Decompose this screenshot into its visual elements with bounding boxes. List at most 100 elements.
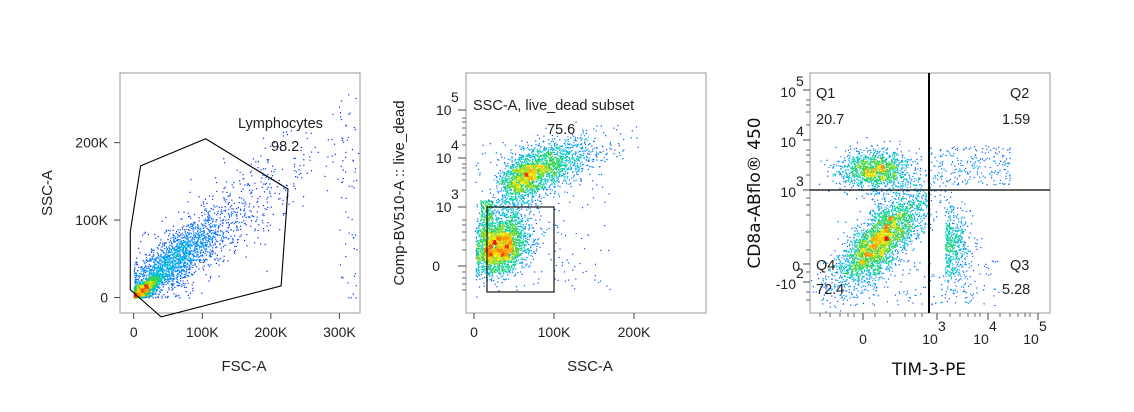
panel-1-point xyxy=(317,151,319,153)
panel-2-point xyxy=(520,219,522,221)
panel-1-point xyxy=(183,251,185,253)
panel-1-point xyxy=(183,276,185,278)
panel-1-point xyxy=(267,186,269,188)
panel-1-point xyxy=(154,278,156,280)
panel-1-point xyxy=(236,169,238,171)
panel-2-point xyxy=(502,205,504,207)
panel-2-point xyxy=(512,235,514,237)
panel-1-point xyxy=(172,273,174,275)
panel-1-point xyxy=(177,285,179,287)
panel-1-point xyxy=(153,272,155,274)
panel-1-point xyxy=(244,212,246,214)
panel-1-point xyxy=(206,220,208,222)
panel-2-point xyxy=(495,268,497,270)
panel-1-point xyxy=(173,293,175,295)
panel-1-point xyxy=(154,233,156,235)
panel-1-point xyxy=(186,242,188,245)
panel-1-point xyxy=(340,165,342,167)
panel-1-point xyxy=(141,280,143,282)
panel-1-point xyxy=(209,256,211,258)
panel-1-point xyxy=(162,261,164,263)
panel-1-point xyxy=(186,266,189,268)
panel-1-point xyxy=(203,220,205,222)
panel-1-point xyxy=(181,257,183,259)
panel-1-point xyxy=(138,290,140,293)
panel-1-point xyxy=(207,215,209,217)
panel-1-point xyxy=(148,270,150,272)
panel-1-point xyxy=(192,228,194,230)
panel-1-point xyxy=(139,283,141,285)
panel-1-point xyxy=(262,228,265,230)
panel-1-point xyxy=(140,292,142,294)
panel-1-point xyxy=(249,210,251,212)
panel-1-point xyxy=(178,284,181,286)
panel-1-point xyxy=(173,248,176,250)
panel-2-point xyxy=(499,254,501,256)
panel-2-point xyxy=(496,259,498,261)
panel-1-point xyxy=(158,276,160,278)
panel-1-point xyxy=(171,269,173,271)
panel-1-point xyxy=(162,286,164,288)
panel-1-point xyxy=(165,253,168,255)
panel-1-point xyxy=(145,265,147,267)
panel-1-point xyxy=(135,275,137,277)
panel-1-point xyxy=(173,254,175,256)
panel-2-point xyxy=(512,248,514,250)
panel-2-point xyxy=(514,214,516,216)
panel-1-point xyxy=(222,240,224,242)
panel-1-point xyxy=(158,278,160,280)
panel-1-point xyxy=(169,244,171,246)
panel-1-point xyxy=(158,285,160,287)
panel-1-point xyxy=(182,250,184,252)
panel-1-point xyxy=(198,233,200,235)
panel-1-point xyxy=(136,293,138,295)
panel-2-point xyxy=(496,275,498,278)
panel-1-point xyxy=(355,168,357,170)
gate-lymphocytes-polygon[interactable] xyxy=(129,138,289,318)
panel-1-point xyxy=(190,217,192,219)
panel-1-point xyxy=(182,246,184,248)
panel-1-point xyxy=(173,259,175,261)
panel-1-point xyxy=(184,261,186,263)
panel-2-point xyxy=(487,215,490,217)
panel-1-point xyxy=(251,189,253,191)
panel-1-point xyxy=(234,249,237,251)
panel-1-point xyxy=(243,210,245,212)
panel-1-point xyxy=(151,272,153,274)
panel-1-point xyxy=(348,232,350,234)
panel-1-point xyxy=(161,267,163,269)
panel-1-point xyxy=(174,263,176,265)
panel-2-point xyxy=(483,282,485,284)
panel-2-point xyxy=(511,234,513,236)
panel-1-point xyxy=(263,215,265,217)
panel-1-point xyxy=(168,261,170,263)
panel-1-point xyxy=(177,239,179,241)
panel-1-point xyxy=(136,261,138,263)
panel-1-point xyxy=(201,241,203,243)
panel-1-point xyxy=(181,277,183,279)
panel-1-point xyxy=(223,232,225,234)
panel-1-point xyxy=(166,261,168,264)
panel-1-point xyxy=(207,221,209,224)
panel-1-point xyxy=(228,237,230,240)
panel-2-point xyxy=(508,232,510,234)
panel-1-point xyxy=(194,236,196,238)
panel-2-point xyxy=(511,211,513,214)
panel-1-point xyxy=(137,294,139,296)
panel-1-point xyxy=(178,266,180,268)
panel-1-point xyxy=(233,223,235,225)
panel-1-point xyxy=(168,255,170,257)
panel-1-point xyxy=(158,263,160,265)
panel-1-point xyxy=(179,297,181,299)
panel-1-point xyxy=(157,252,159,254)
panel-1-point xyxy=(218,258,220,261)
panel-2-point xyxy=(507,224,509,226)
panel-1-point xyxy=(231,199,233,201)
panel-1-point xyxy=(192,258,194,260)
panel-2-point xyxy=(506,255,508,257)
panel-1-point xyxy=(205,218,207,220)
panel-2-point xyxy=(508,205,510,207)
panel-2-point xyxy=(499,245,501,247)
panel-1-point xyxy=(163,276,165,278)
panel-1-point xyxy=(159,266,161,268)
